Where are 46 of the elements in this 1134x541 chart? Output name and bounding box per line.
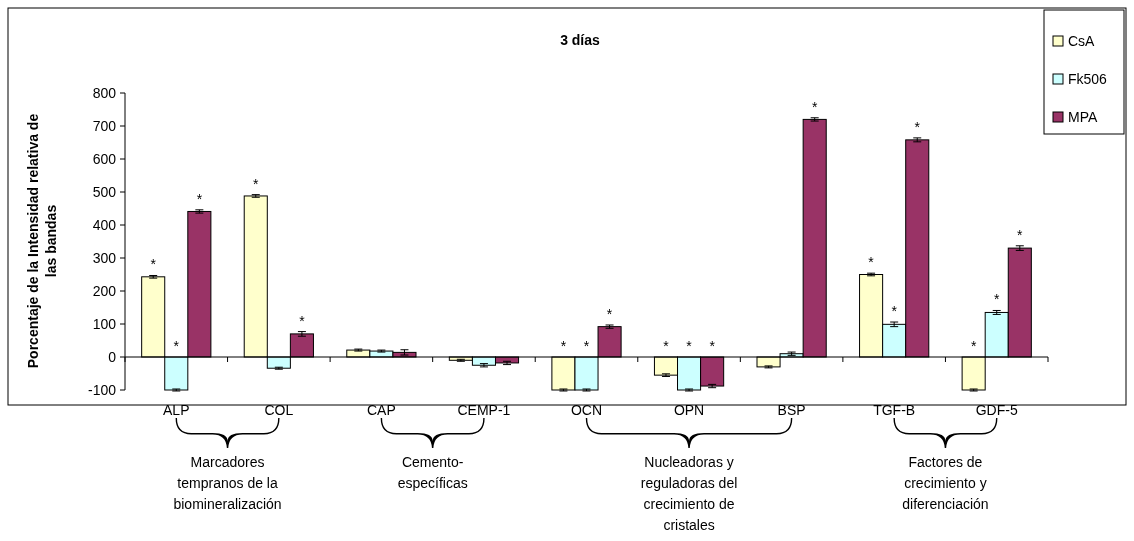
y-tick-label: 700	[92, 117, 117, 134]
data-label: *	[994, 291, 1000, 308]
data-label: *	[686, 338, 693, 354]
data-label: *	[583, 338, 590, 354]
y-tick-label: -100	[87, 381, 117, 398]
data-label: *	[299, 312, 306, 329]
data-label: *	[560, 338, 567, 354]
x-tick-label: CAP	[366, 402, 396, 418]
y-tick-label: 200	[92, 282, 117, 299]
y-axis-title: Porcentaje de la Intensidad relativa de las bandas	[25, 113, 59, 369]
text: Nucleadoras y reguladoras del crecimiento de cristales	[640, 454, 738, 533]
x-tick-label: TGF-B	[873, 402, 916, 418]
y-tick-label: 400	[92, 216, 117, 233]
x-tick-label: OCN	[570, 402, 603, 418]
text: Cemento-específicas	[397, 454, 468, 491]
y-tick-label: 600	[92, 150, 117, 167]
data-label: *	[868, 254, 875, 271]
x-tick-label: COL	[264, 402, 294, 418]
y-tick-label: 300	[92, 249, 117, 266]
y-tick-label: 800	[92, 84, 117, 101]
x-tick-label: BSP	[777, 402, 806, 418]
y-tick-label: 0	[108, 348, 117, 365]
data-label: *	[1017, 226, 1024, 243]
data-label: *	[709, 338, 716, 354]
x-tick-label: OPN	[673, 402, 705, 418]
x-tick-label: CEMP-1	[457, 402, 511, 418]
data-label: *	[891, 303, 898, 320]
legend-label: Fk506	[1068, 70, 1108, 87]
data-label: *	[196, 190, 203, 207]
text: Marcadores tempranos de la biomineralización	[173, 454, 282, 512]
legend-label: CsA	[1068, 32, 1096, 49]
legend-label: MPA	[1068, 108, 1098, 125]
data-label: *	[150, 256, 157, 273]
y-tick-label: 100	[92, 315, 117, 332]
data-label: *	[970, 338, 977, 354]
data-label: *	[253, 175, 260, 192]
chart-title: 3 días	[560, 32, 601, 48]
data-label: *	[914, 118, 921, 135]
data-label: *	[811, 98, 818, 115]
x-tick-label: ALP	[163, 402, 190, 418]
y-tick-label: 500	[92, 183, 117, 200]
data-label: *	[663, 338, 670, 354]
data-label: *	[606, 305, 613, 322]
text: Factores de crecimiento y diferenciación	[902, 454, 989, 512]
data-label: *	[173, 338, 180, 354]
x-tick-label: GDF-5	[975, 402, 1018, 418]
